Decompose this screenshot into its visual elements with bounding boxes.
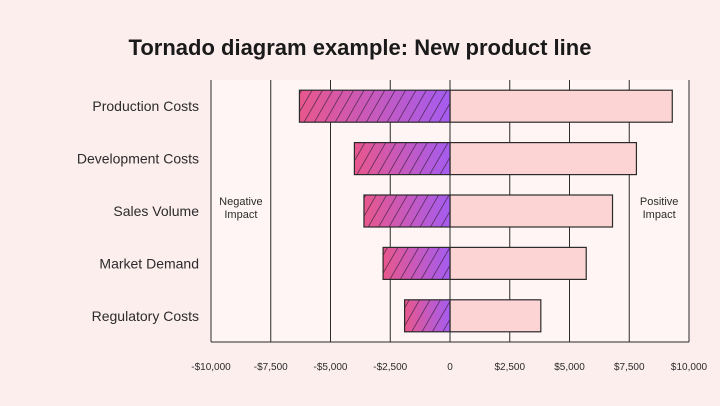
- negative-bar-hatch: [298, 89, 451, 123]
- positive-impact-annotation: Impact: [643, 209, 676, 221]
- x-tick-label: -$7,500: [254, 362, 288, 373]
- x-tick-label: 0: [447, 362, 453, 373]
- negative-impact-annotation: Negative: [219, 196, 262, 208]
- chart-title: Tornado diagram example: New product lin…: [129, 35, 592, 60]
- category-label: Sales Volume: [113, 203, 199, 219]
- positive-bar: [449, 194, 614, 228]
- x-tick-label: $5,000: [554, 362, 585, 373]
- positive-bar: [449, 89, 673, 123]
- positive-bar: [449, 142, 638, 176]
- negative-bar-hatch: [403, 299, 451, 333]
- negative-impact-annotation: Impact: [224, 209, 257, 221]
- x-tick-label: -$5,000: [314, 362, 348, 373]
- x-tick-label: -$2,500: [373, 362, 407, 373]
- category-label: Development Costs: [77, 151, 199, 167]
- category-label: Production Costs: [92, 98, 199, 114]
- negative-bar-hatch: [353, 142, 451, 176]
- category-label: Regulatory Costs: [92, 308, 199, 324]
- x-tick-label: $2,500: [494, 362, 525, 373]
- x-tick-label: $7,500: [614, 362, 645, 373]
- negative-bar-hatch: [382, 246, 451, 280]
- positive-bar: [449, 246, 587, 280]
- negative-bar-hatch: [363, 194, 451, 228]
- positive-impact-annotation: Positive: [640, 196, 679, 208]
- x-tick-label: -$10,000: [191, 362, 231, 373]
- category-label: Market Demand: [99, 255, 199, 271]
- positive-bar: [449, 299, 542, 333]
- x-tick-label: $10,000: [671, 362, 708, 373]
